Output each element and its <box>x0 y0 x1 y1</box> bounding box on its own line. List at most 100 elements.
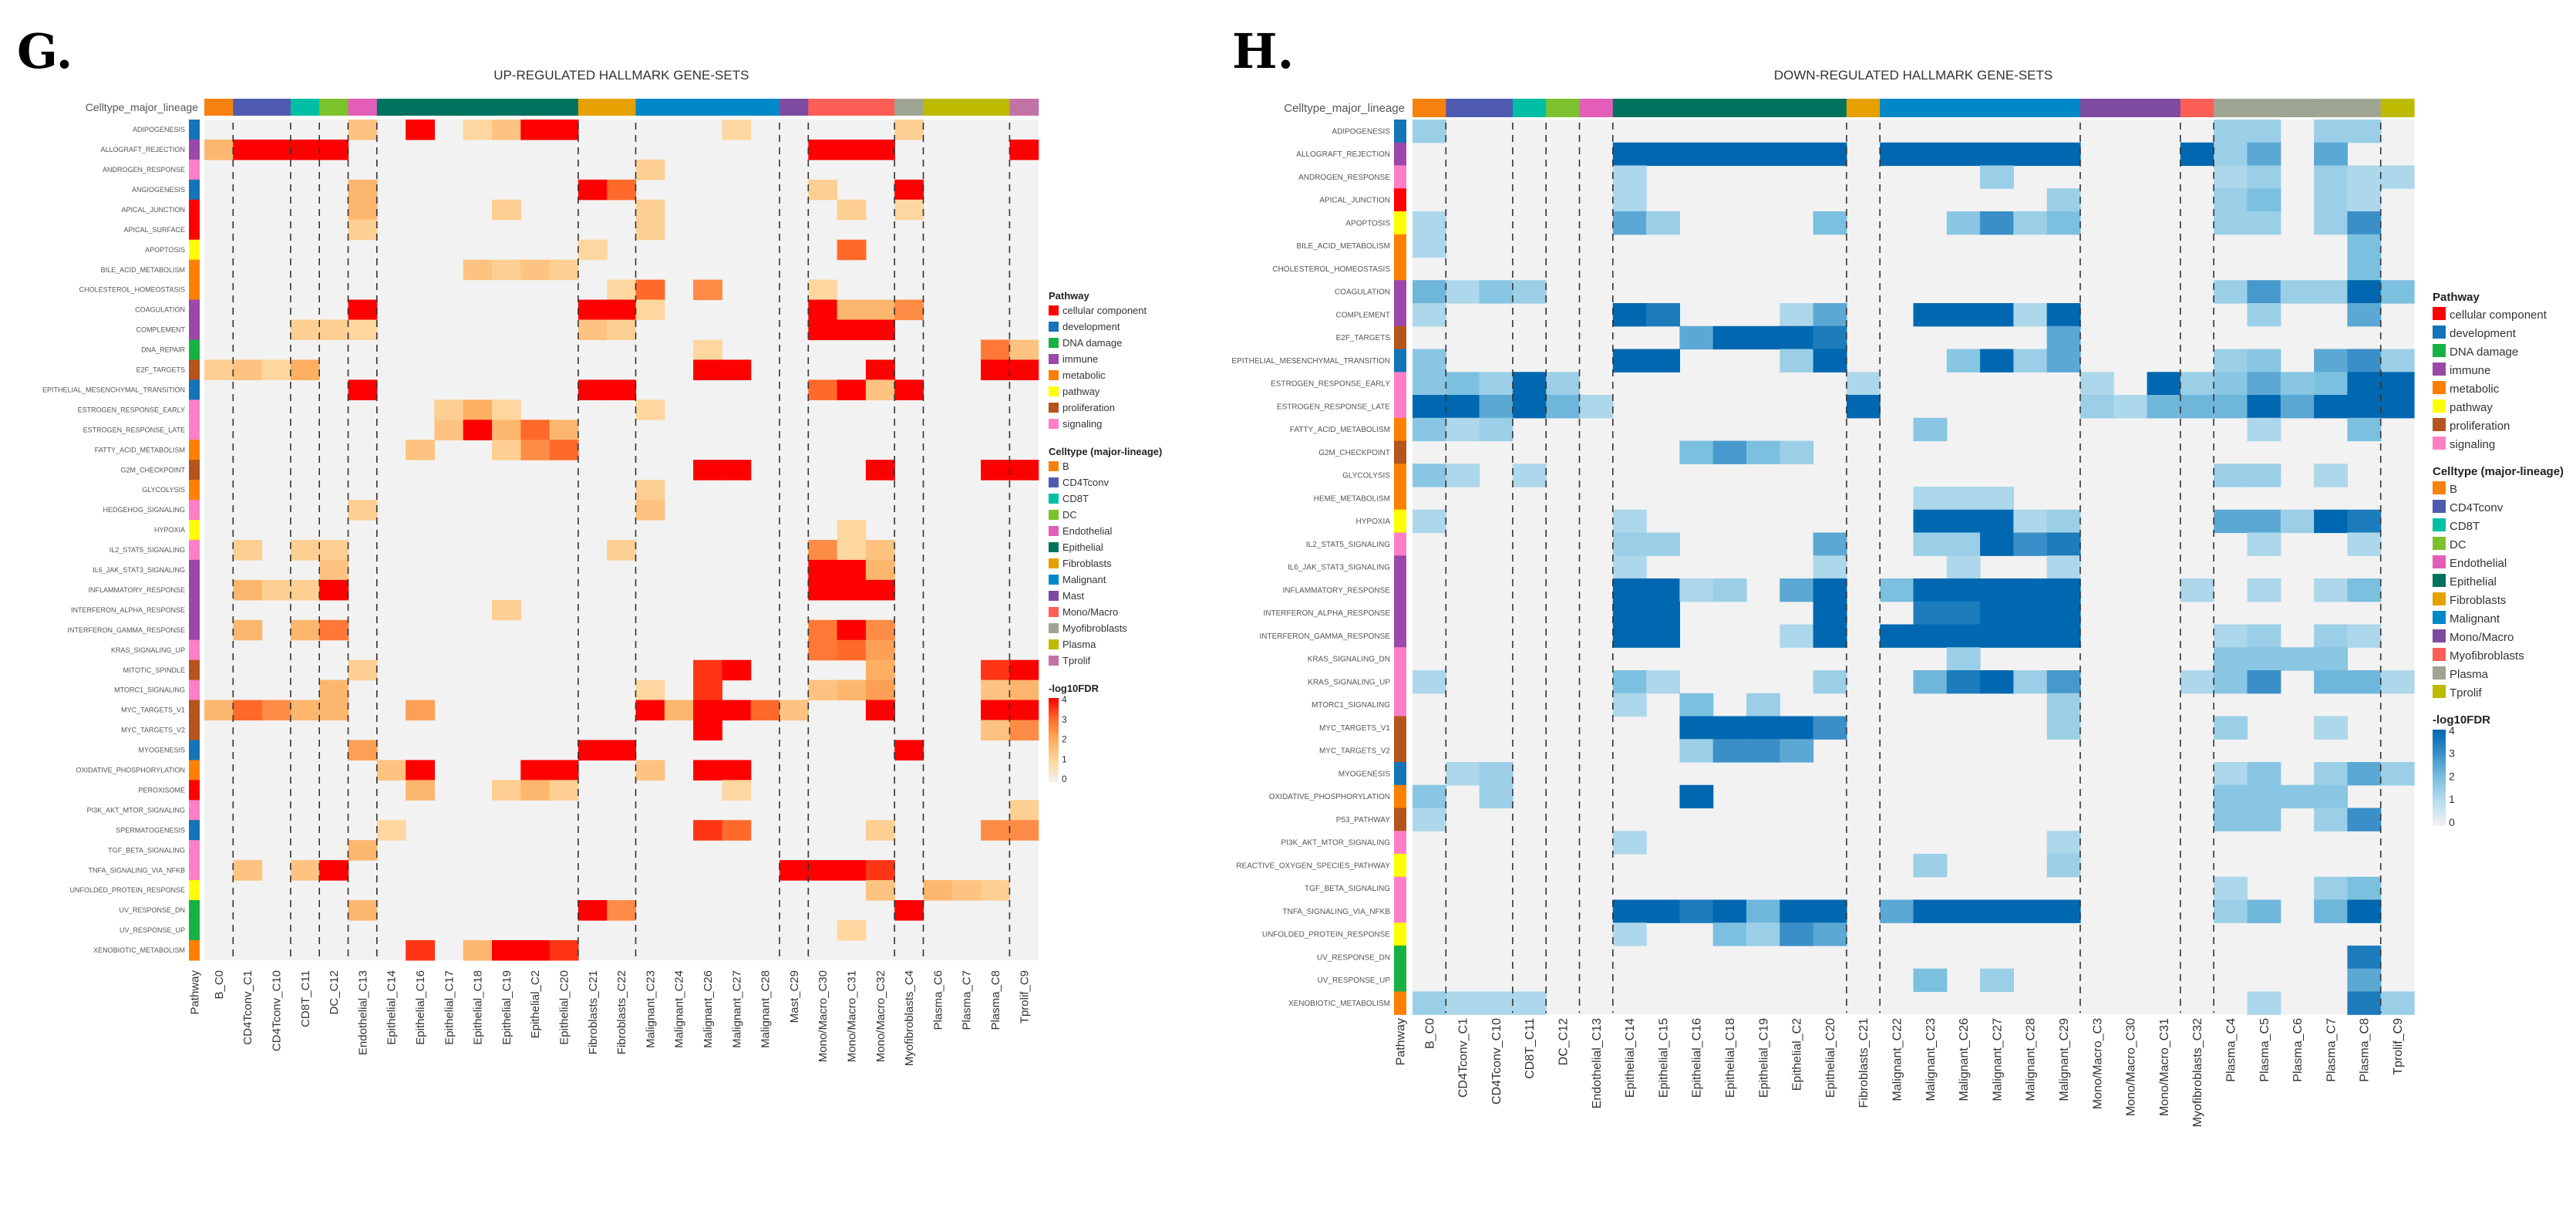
heatmap-cell <box>348 319 378 341</box>
heatmap-cell <box>837 579 867 601</box>
heatmap-cell <box>1780 303 1814 327</box>
column-label: CD4Tconv_C1 <box>1457 1018 1470 1098</box>
pathway-annotation-cell <box>189 820 200 841</box>
heatmap-cell <box>549 120 579 140</box>
heatmap-cell <box>693 820 722 841</box>
heatmap-cell <box>1512 395 1547 419</box>
row-label: REACTIVE_OXYGEN_SPECIES_PATHWAY <box>1236 862 1390 870</box>
heatmap-cell <box>290 700 320 721</box>
heatmap-cell <box>2347 876 2382 901</box>
heatmap-cell <box>981 460 1010 481</box>
heatmap-cell <box>2247 670 2281 694</box>
row-label: UNFOLDED_PROTEIN_RESPONSE <box>1262 931 1390 939</box>
celltype-annotation-cell <box>722 99 752 116</box>
heatmap-cell <box>520 939 551 961</box>
heatmap-cell <box>722 780 752 801</box>
heatmap-cell <box>1009 139 1039 160</box>
heatmap-cell <box>693 680 722 701</box>
heatmap-cell <box>1413 395 1446 419</box>
heatmap-cell <box>2314 624 2348 648</box>
legend-label: Malignant <box>1062 574 1106 585</box>
pathway-annotation-cell <box>189 800 200 821</box>
heatmap-cell <box>1813 349 1847 373</box>
pathway-annotation-cell <box>189 659 200 681</box>
column-label: Epithelial_C20 <box>1824 1018 1837 1098</box>
heatmap-cell <box>1612 624 1647 648</box>
legend-label: Myofibroblasts <box>2450 649 2524 663</box>
heatmap-cell <box>2380 991 2415 1015</box>
legend-swatch <box>1049 575 1059 585</box>
heatmap-cell <box>2314 188 2348 212</box>
heatmap-cell <box>1913 899 1948 923</box>
heatmap-cell <box>2347 670 2382 694</box>
pathway-annotation-cell <box>189 319 200 341</box>
heatmap-cell <box>2347 946 2382 970</box>
heatmap-cell <box>722 359 752 380</box>
heatmap-cell <box>2180 670 2214 694</box>
heatmap-cell <box>837 639 867 661</box>
heatmap-cell <box>1780 142 1814 167</box>
legend-label: CD4Tconv <box>1062 477 1109 488</box>
heatmap-cell <box>577 239 608 261</box>
heatmap-cell <box>492 440 521 460</box>
heatmap-cell <box>2280 509 2315 534</box>
pathway-annotation-cell <box>189 579 200 601</box>
colorbar-tick: 4 <box>1062 694 1067 705</box>
heatmap-cell <box>290 539 320 561</box>
pathway-annotation-cell <box>189 400 200 420</box>
legend-swatch <box>2433 629 2446 642</box>
legend-label: signaling <box>2450 438 2495 451</box>
heatmap-cell <box>1780 578 1814 602</box>
celltype-annotation-cell <box>894 99 924 116</box>
pathway-annotation-cell <box>1394 487 1406 511</box>
heatmap-cell <box>2314 716 2348 740</box>
heatmap-cell <box>1746 693 1780 717</box>
celltype-annotation-cell <box>1546 99 1581 117</box>
heatmap-cell <box>1946 487 1981 511</box>
heatmap-cell <box>1512 991 1547 1015</box>
heatmap-cell <box>434 420 464 440</box>
heatmap-cell <box>1009 800 1039 821</box>
heatmap-cell <box>2113 395 2148 419</box>
heatmap-cell <box>2347 532 2382 556</box>
heatmap-cell <box>2314 280 2348 304</box>
row-label: SPERMATOGENESIS <box>116 826 185 834</box>
row-label: E2F_TARGETS <box>1336 334 1391 342</box>
heatmap-cell <box>2013 349 2048 373</box>
heatmap-cell <box>1009 700 1039 721</box>
heatmap-cell <box>1813 325 1847 350</box>
legend-label: Epithelial <box>2450 575 2497 588</box>
heatmap-cell <box>2214 165 2248 189</box>
heatmap-cell <box>1946 578 1981 602</box>
column-label: Myofibroblasts_C4 <box>903 970 916 1066</box>
heatmap-cell <box>894 179 924 201</box>
pathway-annotation-cell <box>1394 647 1406 671</box>
heatmap-cell <box>1479 762 1514 786</box>
legend-swatch <box>1049 623 1059 633</box>
celltype-annotation-cell <box>780 99 809 116</box>
heatmap-cell <box>2247 784 2281 809</box>
legend-swatch <box>1049 477 1059 487</box>
row-label: APOPTOSIS <box>1345 219 1390 228</box>
heatmap-cell <box>2347 303 2382 327</box>
heatmap-cell <box>635 680 665 701</box>
heatmap-cell <box>261 139 291 160</box>
heatmap-cell <box>319 619 349 641</box>
heatmap-cell <box>520 440 551 460</box>
heatmap-cell <box>2347 257 2382 281</box>
heatmap-cell <box>865 579 895 601</box>
pathway-axis-label: Pathway <box>1395 1018 1408 1065</box>
heatmap-cell <box>865 700 895 721</box>
heatmap-cell <box>2046 303 2081 327</box>
celltype-annotation-cell <box>607 99 637 116</box>
legend-label: Mast <box>1062 590 1085 602</box>
heatmap-cell <box>1479 372 1514 396</box>
pathway-annotation-cell <box>1394 624 1406 648</box>
annotation-label: Celltype_major_lineage <box>1284 102 1405 115</box>
heatmap-cell <box>722 659 752 681</box>
celltype-annotation-cell <box>664 99 694 116</box>
heatmap-cell <box>2314 464 2348 487</box>
legend-swatch <box>1049 338 1059 348</box>
heatmap-cell <box>492 259 521 281</box>
heatmap-cell <box>1980 142 2014 167</box>
